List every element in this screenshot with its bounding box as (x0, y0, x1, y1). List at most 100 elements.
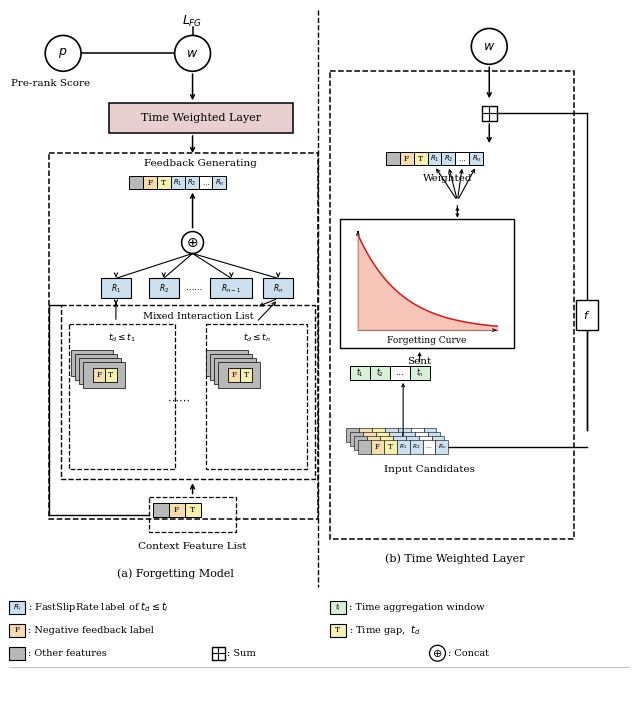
Text: $\oplus$: $\oplus$ (433, 648, 443, 659)
Bar (482, 106, 497, 121)
Bar (372, 428, 385, 442)
Bar (212, 177, 227, 189)
Text: $R_n$: $R_n$ (472, 153, 481, 164)
Text: Time Weighted Layer: Time Weighted Layer (141, 113, 261, 123)
Bar (212, 647, 225, 660)
Text: (a) Forgetting Model: (a) Forgetting Model (117, 569, 234, 579)
Bar (10, 601, 26, 614)
Bar (75, 354, 117, 380)
Text: $\oplus$: $\oplus$ (186, 235, 199, 250)
Bar (241, 368, 252, 382)
Text: $R_1$: $R_1$ (111, 282, 121, 295)
Text: T: T (388, 442, 392, 450)
Bar (415, 432, 428, 446)
Text: Weighted: Weighted (422, 174, 472, 183)
Bar (388, 432, 402, 446)
Text: F: F (15, 626, 20, 634)
Circle shape (45, 35, 81, 71)
Bar (371, 439, 384, 454)
Bar (143, 177, 157, 189)
Bar (148, 278, 179, 298)
Text: T: T (335, 626, 340, 634)
Bar (157, 177, 171, 189)
Bar (184, 177, 198, 189)
Text: $R_i$: $R_i$ (13, 602, 22, 613)
Bar (330, 71, 574, 539)
Bar (367, 436, 380, 450)
Text: Forgetting Curve: Forgetting Curve (387, 336, 467, 345)
Bar (385, 428, 397, 442)
Text: T: T (244, 371, 249, 379)
Bar (397, 439, 410, 454)
Text: F: F (375, 442, 380, 450)
Bar (442, 153, 456, 165)
Text: $R_n$: $R_n$ (215, 177, 224, 188)
Text: T: T (108, 371, 113, 379)
Text: F: F (97, 371, 102, 379)
Text: $R_1$: $R_1$ (430, 153, 439, 164)
Bar (83, 362, 125, 388)
Bar (359, 428, 372, 442)
Text: $f$: $f$ (583, 309, 591, 321)
Bar (424, 428, 436, 442)
Bar (105, 368, 117, 382)
Bar (69, 324, 175, 468)
Text: $w$: $w$ (483, 40, 495, 53)
Bar (380, 436, 393, 450)
Bar (169, 503, 184, 518)
Bar (330, 624, 346, 637)
Text: T: T (418, 155, 423, 163)
Text: Feedback Generating: Feedback Generating (144, 159, 257, 169)
Bar (419, 436, 431, 450)
Text: $t_d \leq t_n$: $t_d \leq t_n$ (243, 332, 271, 345)
Text: : Other features: : Other features (28, 649, 107, 657)
Bar (198, 177, 212, 189)
Bar (354, 436, 367, 450)
Text: $t_d \leq t_1$: $t_d \leq t_1$ (108, 332, 136, 345)
Text: : Concat: : Concat (449, 649, 490, 657)
Text: Context Feature List: Context Feature List (138, 542, 247, 551)
Bar (49, 153, 318, 519)
Bar (384, 439, 397, 454)
Bar (109, 103, 293, 133)
Bar (184, 503, 200, 518)
Circle shape (182, 232, 204, 253)
Bar (576, 300, 598, 330)
Text: $\cdots$: $\cdots$ (458, 155, 467, 163)
Circle shape (175, 35, 211, 71)
Bar (346, 428, 359, 442)
Bar (431, 436, 444, 450)
Text: $\cdots \cdots$: $\cdots \cdots$ (167, 395, 190, 405)
Text: Input Candidates: Input Candidates (384, 465, 475, 474)
Text: $R_1$: $R_1$ (173, 177, 182, 188)
Bar (129, 177, 143, 189)
Bar (435, 439, 449, 454)
Bar (218, 362, 260, 388)
Bar (413, 153, 428, 165)
Text: Pre-rank Score: Pre-rank Score (12, 79, 90, 88)
Text: $\cdots$: $\cdots$ (426, 444, 433, 449)
Bar (153, 503, 169, 518)
Text: : Time gap,  $t_d$: : Time gap, $t_d$ (349, 623, 420, 637)
Bar (350, 366, 370, 380)
Bar (207, 350, 248, 376)
Text: $w$: $w$ (186, 47, 198, 60)
Bar (358, 439, 371, 454)
Text: : Time aggregation window: : Time aggregation window (349, 603, 484, 612)
Circle shape (471, 28, 507, 64)
Text: $L_{FG}$: $L_{FG}$ (182, 14, 203, 29)
Text: $t_1$: $t_1$ (356, 366, 364, 379)
Bar (263, 278, 293, 298)
Bar (422, 439, 435, 454)
Bar (71, 350, 113, 376)
Text: $t_2$: $t_2$ (376, 366, 383, 379)
Bar (428, 153, 442, 165)
Polygon shape (358, 235, 497, 330)
Text: T: T (161, 179, 166, 187)
Bar (148, 497, 236, 532)
Text: F: F (147, 179, 152, 187)
Text: $R_2$: $R_2$ (412, 442, 420, 451)
Text: $\cdots\cdots$: $\cdots\cdots$ (185, 285, 202, 292)
Bar (390, 366, 410, 380)
Text: $R_{n-1}$: $R_{n-1}$ (221, 282, 241, 295)
